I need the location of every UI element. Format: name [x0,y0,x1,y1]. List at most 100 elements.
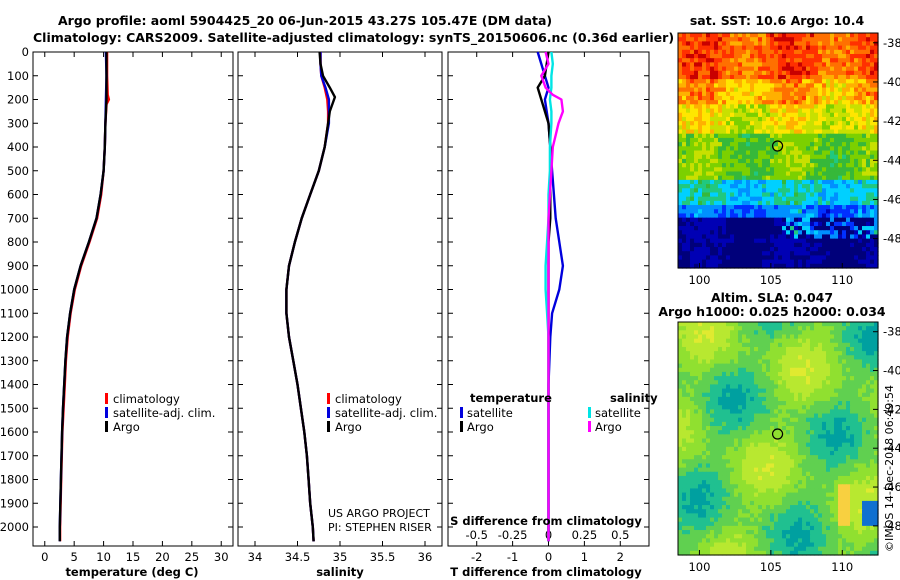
map-cell [742,255,747,261]
map-cell [690,251,695,257]
map-cell [786,163,791,168]
map-cell [834,209,839,215]
y-tick-label: 900 [7,259,29,273]
map-cell [866,66,871,72]
map-cell [854,405,859,410]
map-cell [870,146,875,152]
map-cell [730,263,735,269]
map-cell [678,459,683,465]
map-cell [798,125,803,131]
map-cell [686,91,691,97]
map-cell [738,45,743,51]
map-cell [826,330,831,336]
map-cell [754,150,759,156]
map-cell [770,87,775,93]
map-cell [774,53,779,59]
map-cell [770,388,775,394]
map-cell [702,338,707,344]
map-cell [762,409,767,415]
map-cell [718,384,723,390]
map-cell [826,442,831,448]
map-cell [714,100,719,105]
map-cell [830,41,835,47]
map-cell [702,346,707,352]
map-cell [862,230,867,236]
map-cell [762,33,767,38]
map-cell [710,371,715,377]
map-cell [782,53,787,59]
map-cell [802,230,807,236]
map-cell [762,137,767,143]
map-cell [706,79,711,84]
map-cell [822,125,827,131]
map-cell [870,263,875,269]
map-cell [858,62,863,68]
map-cell [782,217,787,223]
map-cell [790,175,795,181]
map-cell [694,363,699,369]
map-cell [742,409,747,415]
map-cell [686,426,691,431]
map-cell [786,95,791,101]
map-cell [726,213,731,219]
map-cell [754,188,759,194]
map-cell [874,359,879,365]
map-cell [750,66,755,72]
map-cell [682,417,687,423]
map-cell [710,446,715,452]
map-cell [854,100,859,105]
map-cell [826,70,831,76]
map-cell [870,392,875,398]
map-cell [858,475,863,481]
map-cell [738,380,743,386]
map-cell [686,142,691,147]
map-cell [810,342,815,348]
map-cell [686,401,691,406]
map-cell [854,446,859,452]
map-cell [754,247,759,252]
map-cell [766,121,771,126]
map-cell [766,430,771,435]
map-cell [746,150,751,156]
map-cell [710,49,715,55]
map-cell [686,430,691,435]
map-cell [826,355,831,361]
map-cell [706,158,711,164]
map-cell [758,396,763,402]
map-cell [746,392,751,398]
map-cell [870,334,875,340]
map-cell [870,108,875,114]
legend-t-argo: Argo [467,420,494,434]
map-cell [750,112,755,118]
map-cell [830,213,835,219]
map-cell [706,459,711,465]
map-cell [786,396,791,402]
map-cell [690,33,695,38]
map-cell [810,426,815,431]
map-cell [678,100,683,105]
map-cell [862,70,867,76]
map-cell [714,142,719,147]
map-cell [738,467,743,473]
map-cell [690,104,695,110]
map-cell [758,455,763,460]
map-cell [838,171,843,177]
map-cell [702,351,707,356]
map-cell [810,45,815,51]
map-cell [742,192,747,198]
map-cell [838,388,843,394]
map-cell [858,388,863,394]
map-cell [830,455,835,460]
map-cell [834,242,839,248]
map-cell [686,342,691,348]
map-cell [698,213,703,219]
map-cell [678,259,683,265]
map-cell [858,413,863,419]
map-cell [806,163,811,168]
map-cell [794,91,799,97]
y-tick-label: 1800 [0,473,29,487]
map-cell [818,442,823,448]
map-cell [694,196,699,202]
map-cell [802,100,807,105]
map-cell [714,205,719,210]
